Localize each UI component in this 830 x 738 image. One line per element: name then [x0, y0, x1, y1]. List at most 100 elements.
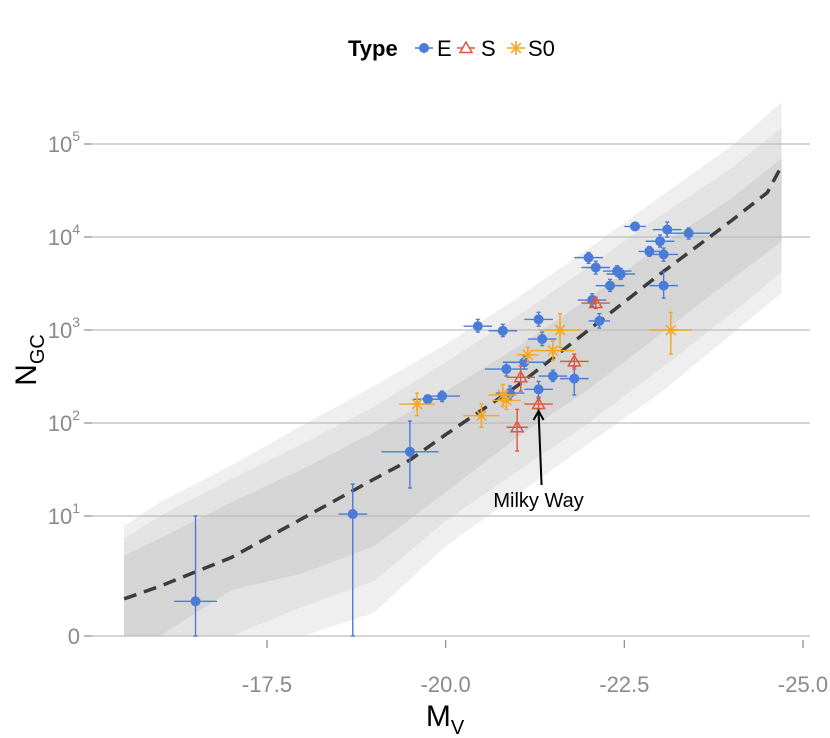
- legend-item-E: E: [415, 36, 452, 61]
- marker-circle: [519, 357, 530, 368]
- y-tick-exp: 4: [72, 221, 80, 237]
- fit-line: [123, 165, 784, 601]
- x-tick-label: -25.0: [778, 672, 828, 697]
- marker-circle: [583, 252, 594, 263]
- point-E: [538, 369, 568, 383]
- marker-asterisk: [553, 323, 568, 337]
- x-axis-title-base: M: [426, 700, 451, 733]
- point-E: [527, 331, 557, 347]
- x-tick-label: -17.5: [242, 672, 292, 697]
- point-E: [652, 221, 682, 238]
- point-E: [588, 312, 611, 329]
- point-E: [488, 323, 518, 338]
- marker-asterisk: [520, 347, 535, 362]
- point-E: [606, 267, 636, 281]
- y-tick-exp: 3: [72, 314, 80, 330]
- marker-circle: [537, 334, 548, 345]
- annotations: Milky Way: [493, 408, 584, 512]
- y-tick-exp: 5: [72, 128, 80, 144]
- marker-triangle: [509, 419, 525, 433]
- marker-triangle: [513, 369, 528, 383]
- point-E: [649, 247, 678, 262]
- legend-key-asterisk: [510, 41, 522, 55]
- point-E: [174, 515, 217, 637]
- marker-circle: [658, 280, 669, 291]
- y-tick-label: 103: [48, 314, 80, 343]
- marker-triangle: [567, 353, 582, 367]
- marker-circle: [662, 224, 673, 235]
- point-S: [581, 295, 611, 310]
- marker-circle: [683, 228, 694, 239]
- fit-line-path: [123, 165, 784, 601]
- legend-key-circle: [419, 43, 429, 53]
- y-tick-exp: 2: [72, 407, 80, 423]
- point-E: [645, 234, 675, 248]
- annotation-label: Milky Way: [493, 490, 583, 512]
- marker-circle: [533, 384, 544, 395]
- point-S0: [538, 312, 582, 349]
- y-tick-label: 104: [48, 221, 80, 250]
- y-tick-label: 101: [48, 500, 80, 529]
- point-E: [463, 318, 493, 333]
- marker-circle: [422, 394, 433, 405]
- annotation-arrow: [532, 408, 545, 486]
- y-tick-base: 10: [48, 411, 72, 436]
- point-E: [338, 483, 368, 637]
- marker-circle: [404, 446, 415, 457]
- marker-triangle: [588, 295, 604, 309]
- point-S0: [463, 403, 500, 428]
- point-S: [506, 365, 535, 392]
- marker-asterisk: [545, 343, 560, 358]
- marker-circle: [655, 236, 666, 247]
- point-E: [424, 390, 460, 403]
- y-tick-base: 10: [48, 132, 72, 157]
- point-S: [506, 408, 528, 452]
- legend-label: S: [481, 36, 496, 61]
- legend-title: Type: [348, 36, 398, 61]
- marker-asterisk: [410, 397, 425, 412]
- y-tick-base: 10: [48, 225, 72, 250]
- legend-item-S: S: [457, 36, 496, 61]
- marker-circle: [547, 371, 558, 382]
- marker-asterisk: [474, 408, 489, 423]
- point-E: [667, 227, 711, 240]
- marker-circle: [533, 314, 544, 325]
- marker-circle: [347, 509, 358, 520]
- marker-circle: [497, 325, 508, 336]
- y-axis-title-sub: GC: [27, 334, 49, 364]
- point-E: [649, 271, 678, 299]
- data-points: [174, 221, 711, 637]
- marker-circle: [437, 391, 448, 402]
- legend-label: E: [437, 36, 452, 61]
- marker-circle: [658, 249, 669, 260]
- y-tick-exp: 1: [72, 500, 80, 516]
- marker-circle: [594, 315, 605, 326]
- arrow-shaft: [537, 411, 543, 486]
- y-tick-label: 105: [48, 128, 80, 157]
- marker-circle: [472, 321, 483, 332]
- y-tick-label: 102: [48, 407, 80, 436]
- legend-label: S0: [528, 36, 555, 61]
- point-S0: [649, 311, 693, 355]
- point-S: [560, 353, 589, 370]
- marker-circle: [501, 364, 512, 375]
- point-S0: [531, 340, 575, 362]
- x-axis-title: MV: [426, 700, 465, 738]
- y-tick-base: 10: [48, 318, 72, 343]
- x-axis-ticks: -17.5 -20.0 -22.5 -25.0: [242, 640, 828, 697]
- marker-circle: [630, 221, 641, 232]
- point-S0: [492, 390, 521, 411]
- point-E: [581, 260, 611, 275]
- x-tick-label: -22.5: [599, 672, 649, 697]
- marker-asterisk: [663, 323, 678, 337]
- marker-circle: [605, 280, 616, 291]
- point-E: [381, 420, 439, 489]
- point-E: [574, 251, 603, 265]
- marker-circle: [190, 596, 201, 607]
- point-S0: [399, 392, 435, 417]
- arrow-head: [532, 408, 545, 421]
- point-E: [624, 221, 646, 232]
- legend-key-triangle: [458, 40, 474, 54]
